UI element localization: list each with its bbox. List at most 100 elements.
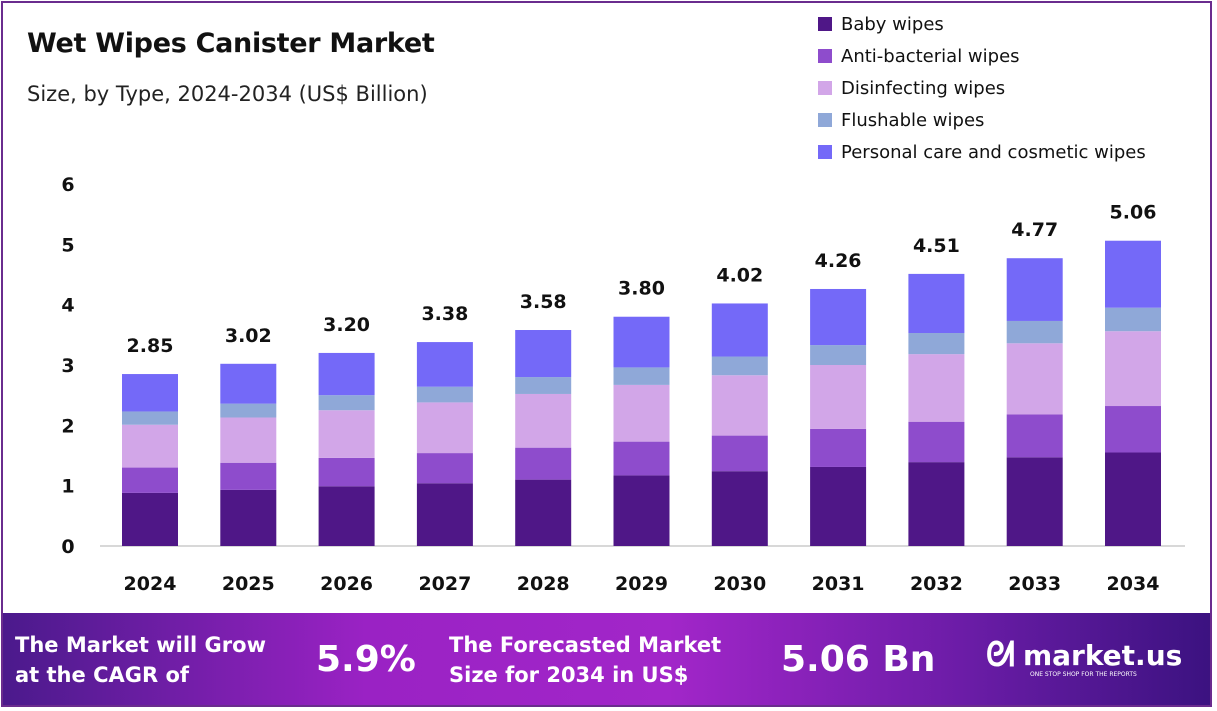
forecast-label-line2: Size for 2034 in US$ xyxy=(449,663,689,687)
x-tick-label: 2029 xyxy=(615,573,668,595)
x-tick-label: 2032 xyxy=(910,573,963,595)
bar-segment xyxy=(810,345,867,365)
bar-segment xyxy=(908,333,965,355)
bar-segment xyxy=(1105,307,1161,332)
bar-segment xyxy=(1006,343,1063,415)
bar-segment xyxy=(1006,414,1063,458)
logo-mark-icon: ᘛ xyxy=(986,635,1015,675)
bar-segment xyxy=(220,462,277,490)
legend-swatch xyxy=(818,49,832,63)
bar-segment xyxy=(416,402,473,454)
y-tick-label: 1 xyxy=(61,476,74,498)
market-us-logo: ᘛ market.us ONE STOP SHOP FOR THE REPORT… xyxy=(986,635,1183,678)
bar-segment xyxy=(220,363,277,404)
bar-segment xyxy=(810,428,867,467)
cagr-value: 5.9% xyxy=(316,639,416,680)
x-tick-label: 2031 xyxy=(812,573,865,595)
legend-item: Baby wipes xyxy=(818,8,1146,40)
y-tick-label: 5 xyxy=(61,234,74,256)
x-tick-label: 2028 xyxy=(517,573,570,595)
bar-segment xyxy=(908,354,965,422)
cagr-label-line1: The Market will Grow xyxy=(15,633,266,657)
forecast-label: The Forecasted Market Size for 2034 in U… xyxy=(449,630,721,690)
bar-segment xyxy=(515,377,572,394)
bar-segment xyxy=(318,352,375,396)
legend-item: Disinfecting wipes xyxy=(818,72,1146,104)
data-label: 4.51 xyxy=(913,235,960,257)
data-label: 2.85 xyxy=(127,335,174,357)
y-tick-label: 3 xyxy=(61,355,74,377)
bar-segment xyxy=(1105,452,1161,546)
x-tick-label: 2034 xyxy=(1107,573,1160,595)
legend-swatch xyxy=(818,81,832,95)
legend-label: Anti-bacterial wipes xyxy=(841,45,1020,67)
legend: Baby wipes Anti-bacterial wipes Disinfecti… xyxy=(818,8,1146,168)
data-label: 4.26 xyxy=(815,250,862,272)
y-tick-label: 0 xyxy=(61,536,74,558)
legend-swatch xyxy=(818,113,832,127)
bar-segment xyxy=(711,303,768,357)
bar-segment xyxy=(1105,406,1161,453)
data-label: 4.02 xyxy=(716,264,763,286)
bar-segment xyxy=(416,342,473,387)
y-tick-label: 4 xyxy=(61,295,74,317)
legend-label: Personal care and cosmetic wipes xyxy=(841,141,1146,163)
footer-banner: The Market will Grow at the CAGR of 5.9%… xyxy=(3,613,1212,706)
legend-swatch xyxy=(818,17,832,31)
bar-segment xyxy=(122,492,178,546)
bar-segment xyxy=(1006,457,1063,546)
data-label: 3.20 xyxy=(323,314,370,336)
bar-segment xyxy=(318,410,375,458)
legend-item: Anti-bacterial wipes xyxy=(818,40,1146,72)
logo-tagline: ONE STOP SHOP FOR THE REPORTS xyxy=(1030,671,1137,678)
bar-segment xyxy=(1105,240,1161,308)
bar-segment xyxy=(122,411,178,425)
legend-item: Flushable wipes xyxy=(818,104,1146,136)
bar-segment xyxy=(810,365,867,429)
bar-segment xyxy=(613,367,670,385)
chart-subtitle: Size, by Type, 2024-2034 (US$ Billion) xyxy=(27,82,428,106)
bar-segment xyxy=(122,374,178,412)
bar-segment xyxy=(711,435,768,472)
bar-segment xyxy=(1105,331,1161,407)
x-tick-label: 2024 xyxy=(124,573,177,595)
cagr-label-line2: at the CAGR of xyxy=(15,663,190,687)
data-label: 5.06 xyxy=(1110,202,1157,224)
forecast-label-line1: The Forecasted Market xyxy=(449,633,722,657)
x-tick-label: 2033 xyxy=(1008,573,1061,595)
bar-segment xyxy=(515,479,572,546)
bar-segment xyxy=(1006,320,1063,344)
bar-segment xyxy=(810,288,867,346)
bar-segment xyxy=(220,489,277,546)
bar-segment xyxy=(318,395,375,411)
data-label: 3.80 xyxy=(618,278,665,300)
bar-segment xyxy=(711,471,768,546)
bar-segment xyxy=(613,316,670,368)
logo-text: market.us xyxy=(1022,638,1183,672)
bar-segment xyxy=(908,462,965,546)
legend-swatch xyxy=(818,145,832,159)
x-tick-label: 2027 xyxy=(418,573,471,595)
legend-label: Baby wipes xyxy=(841,13,944,35)
bar-segment xyxy=(318,457,375,487)
bar-segment xyxy=(122,467,178,493)
chart-title: Wet Wipes Canister Market xyxy=(27,28,435,59)
bar-segment xyxy=(515,447,572,480)
data-label: 3.02 xyxy=(225,325,272,347)
bar-segment xyxy=(220,403,277,418)
bar-segment xyxy=(711,356,768,376)
bar-segment xyxy=(515,330,572,378)
bar-segment xyxy=(1006,258,1063,321)
bar-segment xyxy=(416,453,473,484)
bar-segment xyxy=(416,483,473,546)
bar-segment xyxy=(613,441,670,476)
forecast-value: 5.06 Bn xyxy=(781,639,936,680)
bar-chart: 0 1 2 3 4 5 6 2024 2.85 2025 3.02 2026 3.20 2027 3.38 2… xyxy=(61,174,1185,595)
legend-item: Personal care and cosmetic wipes xyxy=(818,136,1146,168)
bar-segment xyxy=(908,421,965,463)
legend-label: Flushable wipes xyxy=(841,109,985,131)
cagr-label: The Market will Grow at the CAGR of xyxy=(15,630,266,690)
bar-segment xyxy=(613,384,670,442)
bar-segment xyxy=(515,393,572,448)
